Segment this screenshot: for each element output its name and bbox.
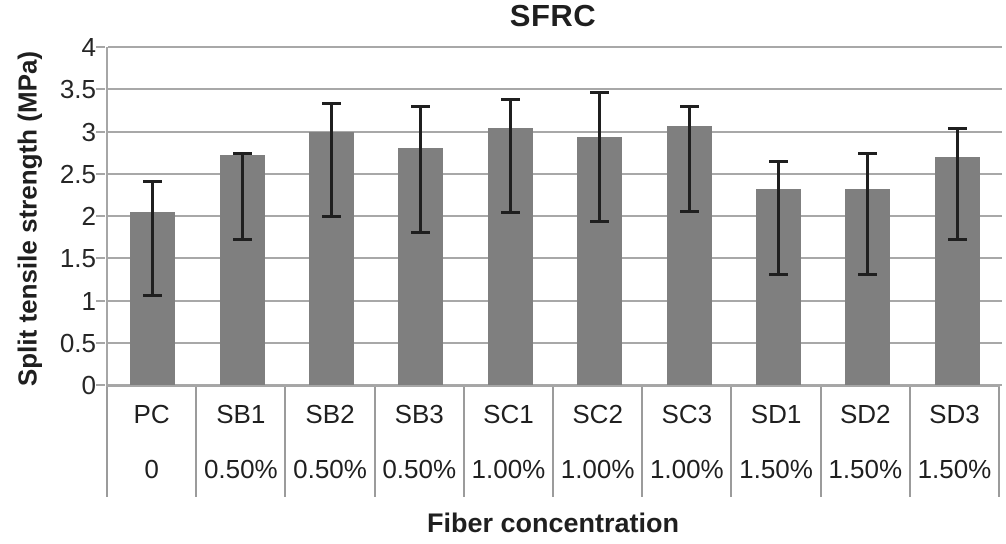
- concentration-label: 0.50%: [293, 454, 367, 484]
- error-bar-bottom-cap: [411, 231, 431, 235]
- y-axis-tick-mark: [96, 172, 105, 175]
- concentration-label: 1.00%: [471, 454, 546, 484]
- category-table: PC 0 SB1 0.50% SB2 0.50% SB3 0.50% SC1 1.00% SC2 1.…: [106, 385, 1001, 497]
- y-axis-tick-label: 0.5: [59, 327, 96, 358]
- concentration-label: 1.50%: [828, 454, 903, 484]
- error-bar: [240, 153, 244, 240]
- error-bar-top-cap: [679, 105, 699, 109]
- category-column: SD2 1.50%: [819, 387, 909, 497]
- category-label: PC: [133, 399, 170, 429]
- y-axis-tick-label: 2.5: [59, 158, 96, 189]
- plot-area: [106, 46, 1002, 386]
- category-label: SD3: [929, 399, 980, 429]
- y-axis-tick-mark: [96, 341, 105, 344]
- error-bar: [598, 92, 602, 222]
- y-axis-tick-mark: [96, 384, 105, 386]
- gridline: [108, 299, 1002, 302]
- y-axis-tick-mark: [96, 130, 105, 133]
- concentration-label: 1.50%: [917, 454, 992, 484]
- error-bar-top-cap: [590, 91, 610, 95]
- y-axis-tick-label: 2: [81, 201, 96, 231]
- concentration-label: 1.00%: [649, 454, 724, 484]
- chart-title: SFRC: [509, 0, 597, 33]
- category-label: SB1: [216, 399, 266, 429]
- y-axis-tick-label: 3.5: [59, 74, 96, 105]
- gridline: [108, 172, 1002, 175]
- y-axis-tick-mark: [96, 299, 105, 302]
- x-axis-title: Fiber concentration: [426, 508, 680, 538]
- category-label: SC3: [661, 399, 713, 429]
- error-bar: [866, 153, 870, 275]
- error-bar: [508, 99, 512, 213]
- category-label: SD2: [839, 399, 891, 429]
- error-bar-top-cap: [858, 151, 878, 155]
- error-bar-bottom-cap: [679, 210, 699, 214]
- error-bar: [955, 128, 959, 240]
- gridline: [108, 341, 1002, 344]
- category-label: SB3: [394, 399, 444, 429]
- error-bar-top-cap: [500, 97, 520, 101]
- category-column: SC2 1.00%: [552, 387, 641, 497]
- gridline: [108, 257, 1002, 260]
- concentration-label: 0: [144, 454, 159, 484]
- category-column: SB1 0.50%: [195, 387, 284, 497]
- y-axis-tick-mark: [96, 257, 105, 260]
- error-bar: [687, 106, 691, 212]
- error-bar: [330, 103, 333, 216]
- gridline: [108, 215, 1002, 217]
- error-bar-top-cap: [411, 105, 431, 109]
- error-bar-top-cap: [143, 179, 163, 183]
- y-axis-tick-label: 1.5: [59, 243, 96, 274]
- y-axis-tick-mark: [96, 46, 105, 48]
- error-bar-top-cap: [947, 126, 967, 130]
- gridline: [108, 88, 1002, 91]
- category-column: SC1 1.00%: [462, 387, 552, 497]
- y-axis-tick-label: 0: [81, 370, 96, 400]
- error-bar-top-cap: [232, 151, 252, 155]
- category-column: PC 0: [106, 387, 195, 497]
- gridline: [108, 130, 1002, 133]
- error-bar: [419, 106, 423, 233]
- error-bar-bottom-cap: [232, 238, 252, 242]
- category-label: SB2: [305, 399, 355, 429]
- concentration-label: 1.50%: [739, 454, 813, 484]
- error-bar-bottom-cap: [858, 272, 878, 276]
- error-bar: [777, 161, 780, 275]
- y-axis-tick-mark: [96, 215, 105, 217]
- category-column: SB3 0.50%: [373, 387, 463, 497]
- error-bar-bottom-cap: [322, 214, 341, 218]
- category-column: SD3 1.50%: [908, 387, 1001, 497]
- concentration-label: 1.00%: [560, 454, 635, 484]
- category-label: SD1: [750, 399, 802, 429]
- error-bar-bottom-cap: [947, 238, 967, 242]
- category-label: SC1: [483, 399, 534, 429]
- error-bar-bottom-cap: [500, 211, 520, 215]
- category-column: SD1 1.50%: [730, 387, 819, 497]
- error-bar: [151, 181, 155, 296]
- y-axis-tick-label: 3: [81, 116, 96, 147]
- concentration-label: 0.50%: [382, 454, 457, 484]
- error-bar-bottom-cap: [769, 272, 788, 276]
- error-bar-top-cap: [769, 160, 788, 164]
- y-axis-tick-label: 1: [81, 285, 96, 316]
- y-axis-tick-mark: [96, 88, 105, 91]
- error-bar-bottom-cap: [590, 220, 610, 224]
- error-bar-top-cap: [322, 102, 341, 106]
- category-column: SB2 0.50%: [284, 387, 373, 497]
- error-bar-bottom-cap: [143, 293, 163, 297]
- gridline: [108, 46, 1002, 48]
- concentration-label: 0.50%: [203, 454, 278, 484]
- y-axis-tick-label: 4: [81, 32, 96, 62]
- category-label: SC2: [572, 399, 623, 429]
- category-column: SC3 1.00%: [641, 387, 730, 497]
